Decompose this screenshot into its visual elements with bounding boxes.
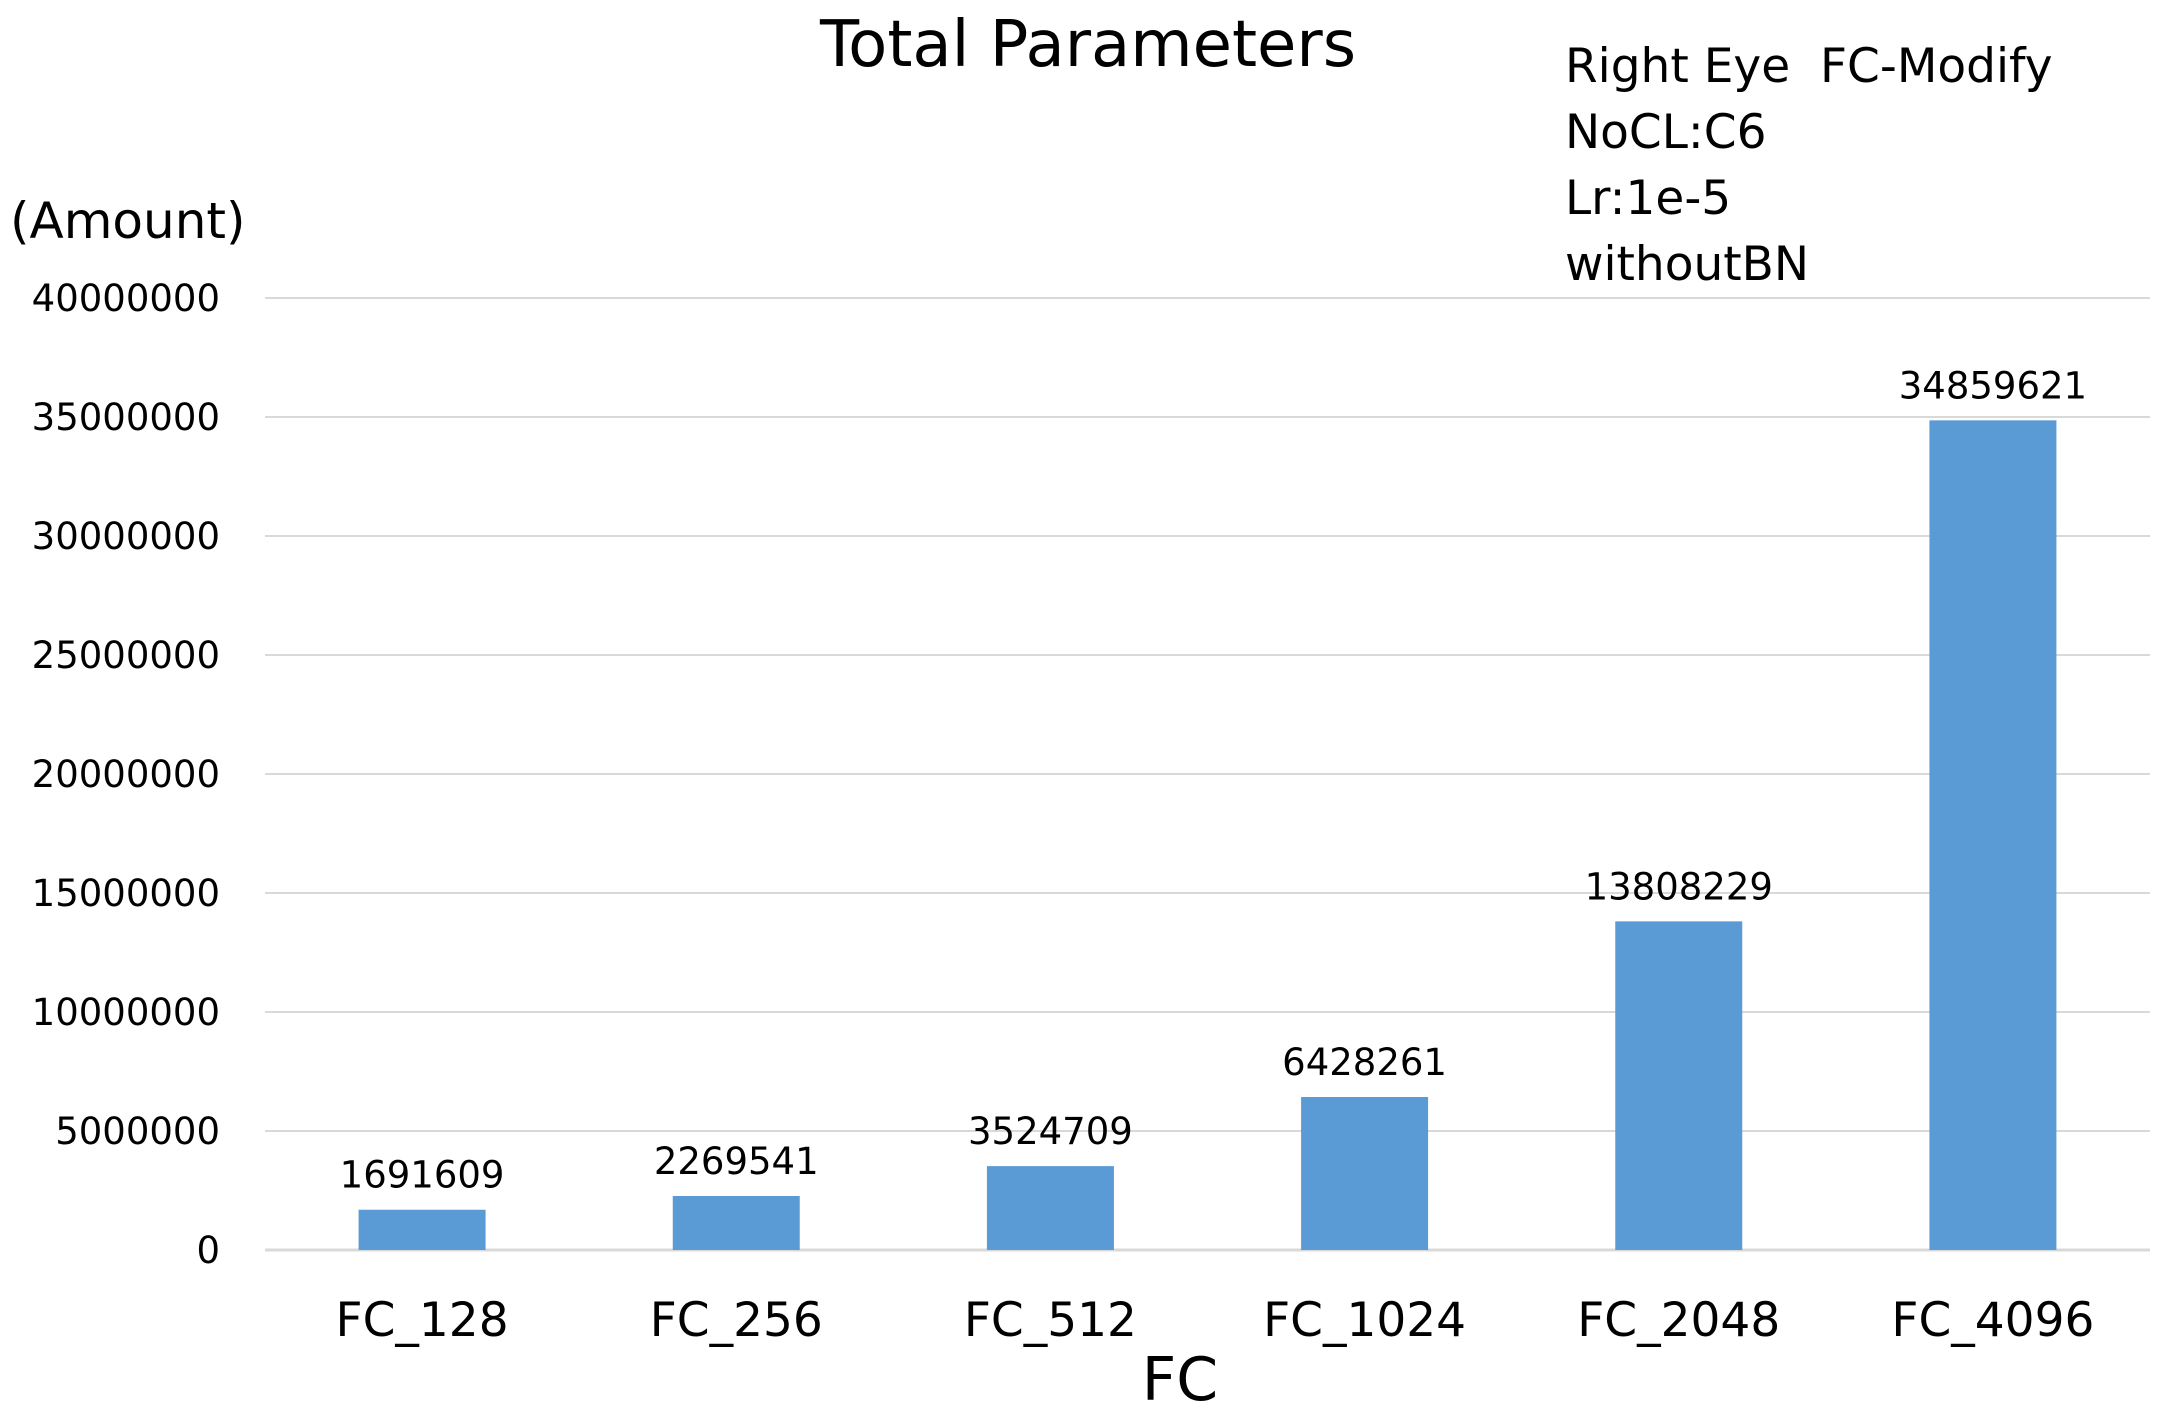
x-axis-label: FC (1142, 1345, 1218, 1410)
y-tick-label: 35000000 (32, 396, 220, 439)
annotation-line: withoutBN (1565, 237, 1809, 292)
data-label: 6428261 (1282, 1041, 1447, 1084)
bar (986, 1166, 1114, 1250)
y-tick-label: 15000000 (32, 872, 220, 915)
bar (1615, 921, 1743, 1250)
data-label: 13808229 (1585, 865, 1773, 908)
y-tick-label: 25000000 (32, 634, 220, 677)
x-tick-label: FC_256 (650, 1293, 823, 1348)
y-axis-label: (Amount) (10, 192, 246, 250)
x-tick-label: FC_512 (964, 1293, 1137, 1348)
x-tick-label: FC_4096 (1891, 1293, 2094, 1348)
data-label: 1691609 (340, 1154, 505, 1197)
y-tick-label: 10000000 (32, 991, 220, 1034)
data-labels: 1691609 2269541 3524709 6428261 13808229 3485… (340, 364, 2087, 1196)
x-tick-label: FC_2048 (1577, 1293, 1780, 1348)
y-tick-label: 5000000 (55, 1110, 220, 1153)
gridlines (265, 297, 2150, 1252)
y-tick-label: 0 (196, 1229, 220, 1272)
bar (358, 1209, 486, 1250)
x-axis-ticks: FC_128 FC_256 FC_512 FC_1024 FC_2048 FC_4096 (336, 1293, 2095, 1348)
bar (672, 1195, 800, 1250)
y-axis-ticks: 0 5000000 10000000 15000000 20000000 25000000… (32, 277, 220, 1272)
annotation-line: Right Eye FC-Modify (1565, 39, 2053, 94)
annotation-line: Lr:1e-5 (1565, 171, 1731, 226)
y-tick-label: 30000000 (32, 515, 220, 558)
annotation-line: NoCL:C6 (1565, 105, 1766, 160)
annotation-block: Right Eye FC-Modify NoCL:C6 Lr:1e-5 with… (1565, 39, 2053, 292)
bar (1301, 1097, 1429, 1250)
y-tick-label: 20000000 (32, 753, 220, 796)
x-tick-label: FC_1024 (1263, 1293, 1466, 1348)
y-tick-label: 40000000 (32, 277, 220, 320)
bars (358, 420, 2057, 1250)
bar (1929, 420, 2057, 1250)
chart-title: Total Parameters (819, 8, 1356, 82)
data-label: 2269541 (654, 1140, 819, 1183)
data-label: 3524709 (968, 1110, 1133, 1153)
x-tick-label: FC_128 (336, 1293, 509, 1348)
data-label: 34859621 (1899, 364, 2087, 407)
